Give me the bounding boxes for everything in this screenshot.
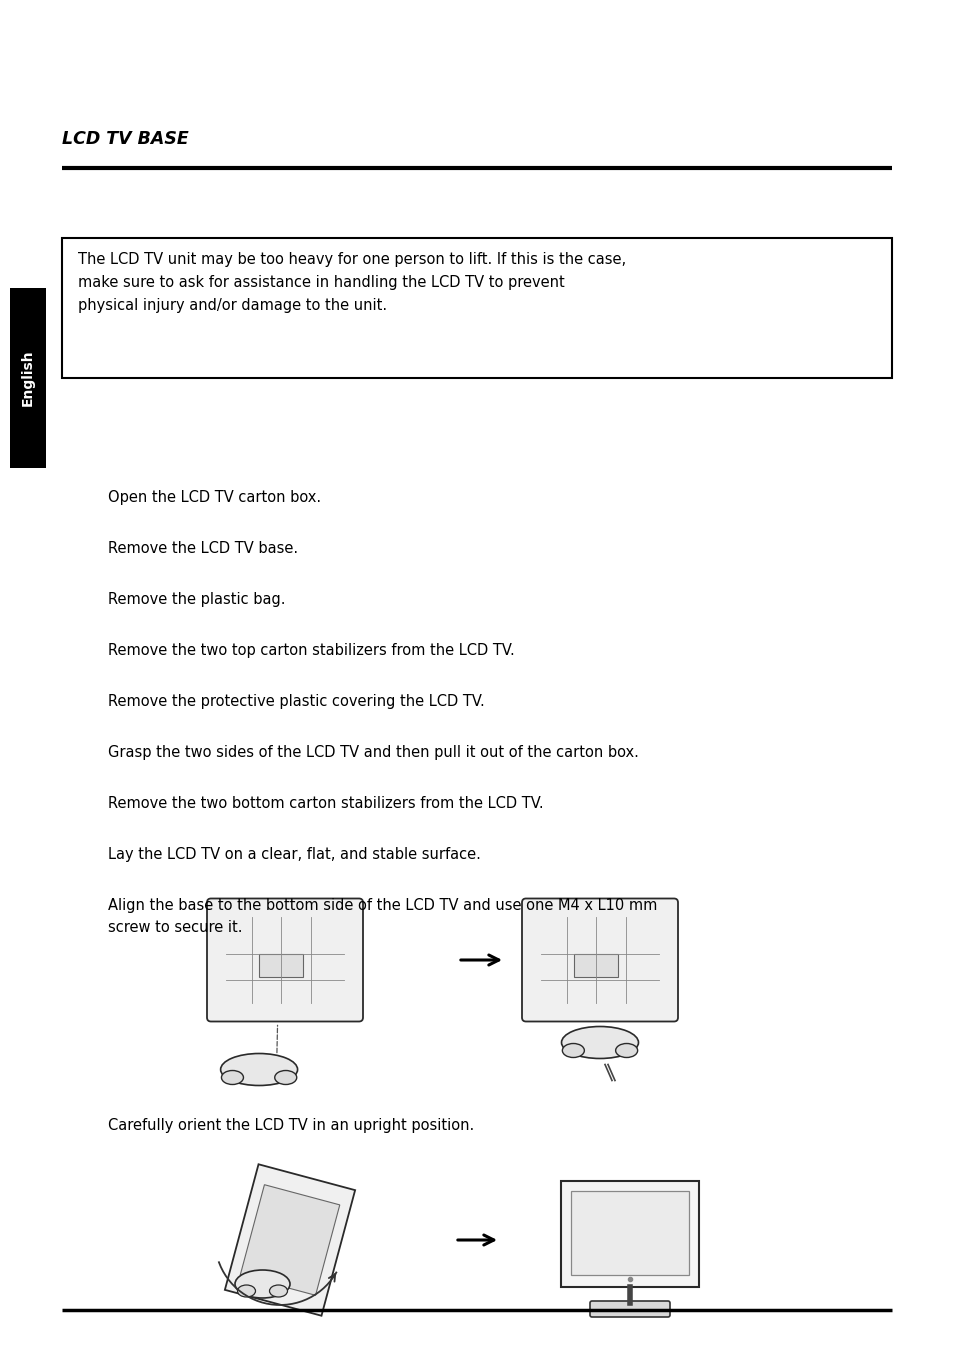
Text: Remove the plastic bag.: Remove the plastic bag.	[108, 592, 285, 607]
Ellipse shape	[561, 1026, 638, 1059]
Polygon shape	[225, 1164, 355, 1315]
Bar	[62, 238, 891, 379]
Text: Carefully orient the LCD TV in an upright position.: Carefully orient the LCD TV in an uprigh…	[108, 1118, 474, 1133]
Ellipse shape	[269, 1284, 287, 1297]
Ellipse shape	[221, 1071, 243, 1084]
Text: Remove the two top carton stabilizers from the LCD TV.: Remove the two top carton stabilizers fr…	[108, 644, 515, 658]
Text: Remove the two bottom carton stabilizers from the LCD TV.: Remove the two bottom carton stabilizers…	[108, 796, 543, 811]
FancyBboxPatch shape	[207, 899, 363, 1022]
Text: Align the base to the bottom side of the LCD TV and use one M4 x L10 mm
screw to: Align the base to the bottom side of the…	[108, 898, 657, 934]
Text: Remove the LCD TV base.: Remove the LCD TV base.	[108, 541, 297, 556]
Text: Lay the LCD TV on a clear, flat, and stable surface.: Lay the LCD TV on a clear, flat, and sta…	[108, 846, 480, 863]
Bar	[10, 288, 46, 468]
Bar	[574, 955, 618, 977]
Text: English: English	[21, 350, 35, 407]
FancyBboxPatch shape	[521, 899, 678, 1022]
Text: Open the LCD TV carton box.: Open the LCD TV carton box.	[108, 489, 321, 506]
Polygon shape	[240, 1184, 339, 1295]
Bar	[571, 1191, 688, 1275]
Text: LCD TV BASE: LCD TV BASE	[62, 130, 189, 147]
Ellipse shape	[237, 1284, 255, 1297]
Ellipse shape	[615, 1044, 637, 1057]
Ellipse shape	[220, 1053, 297, 1086]
FancyBboxPatch shape	[589, 1301, 669, 1317]
Text: The LCD TV unit may be too heavy for one person to lift. If this is the case,
ma: The LCD TV unit may be too heavy for one…	[78, 251, 625, 312]
Ellipse shape	[274, 1071, 296, 1084]
Ellipse shape	[561, 1044, 584, 1057]
Bar	[259, 955, 303, 977]
Bar	[560, 1182, 699, 1287]
Text: Remove the protective plastic covering the LCD TV.: Remove the protective plastic covering t…	[108, 694, 484, 708]
Text: Grasp the two sides of the LCD TV and then pull it out of the carton box.: Grasp the two sides of the LCD TV and th…	[108, 745, 639, 760]
Ellipse shape	[234, 1270, 290, 1298]
